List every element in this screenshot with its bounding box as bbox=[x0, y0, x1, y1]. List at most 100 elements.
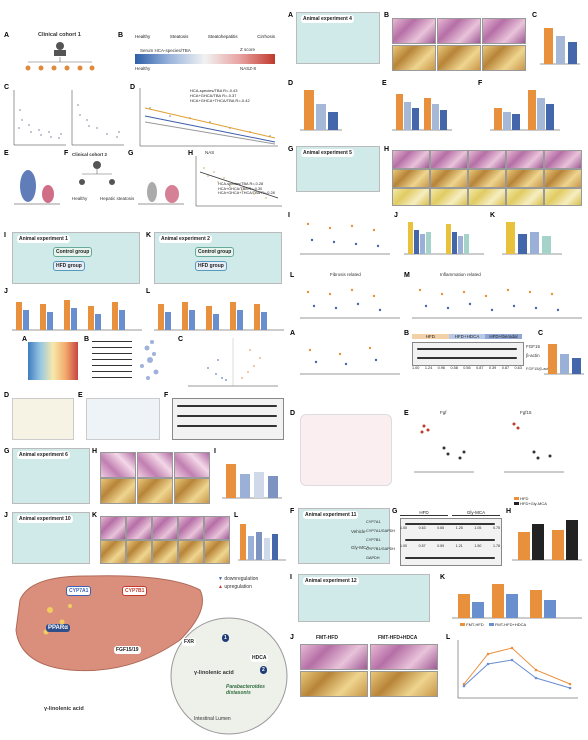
histo-grid-mh bbox=[100, 452, 210, 504]
bar-rd bbox=[300, 90, 342, 131]
cohort2-title: Clinical cohort 2 bbox=[72, 152, 108, 157]
histo-mh-3 bbox=[174, 452, 210, 478]
panel-label-mi2: I bbox=[214, 448, 216, 455]
blot-mf bbox=[172, 398, 284, 440]
histo-mh-4 bbox=[100, 478, 136, 504]
bar-rk2 bbox=[452, 584, 582, 619]
stage-steatosis: Steatosis bbox=[169, 34, 189, 39]
panel-label-rg: G bbox=[288, 146, 294, 153]
animal2-hfd: HFD group bbox=[195, 261, 227, 271]
wb2-q2-0: 1.00 bbox=[400, 544, 407, 548]
heatmap-ma bbox=[28, 342, 78, 380]
histo-mk2-7 bbox=[126, 540, 152, 564]
wb2-q2-3: 1.21 bbox=[455, 544, 463, 548]
animal1-title: Animal experiment 1 bbox=[17, 235, 70, 243]
animal2-title: Animal experiment 2 bbox=[159, 235, 212, 243]
panel-label-ma: A bbox=[22, 336, 28, 343]
panel-label-mk: K bbox=[146, 232, 152, 239]
legend-h: HCA-species/TBA R=-0.28 HCA+GHCA/TBA R=-… bbox=[218, 182, 275, 196]
panel-label-rc2: C bbox=[538, 330, 544, 337]
panel-label-mg: G bbox=[4, 448, 10, 455]
panel-label-rd: D bbox=[288, 80, 294, 87]
panel-label-re2: E bbox=[404, 410, 409, 417]
wb2-q2-4: 1.50 bbox=[474, 544, 482, 548]
legend-h-1: HCA+GHCA/TBA bbox=[218, 186, 248, 191]
legend-e: HFD HFD+Gly-MCA bbox=[514, 496, 547, 506]
legend-up-text: upregulation bbox=[224, 584, 252, 590]
panel-label-rk: K bbox=[490, 212, 496, 219]
animal12-group-1: FMT-HFD+HDCA bbox=[378, 635, 418, 641]
panel-label-rh: H bbox=[384, 146, 390, 153]
stage-steatohepatitis: Steatohepatitis bbox=[207, 34, 238, 39]
histo-grid-mk2 bbox=[100, 516, 230, 564]
dotplot-c1 bbox=[13, 90, 66, 146]
panel-label-mi: I bbox=[4, 232, 6, 239]
dotplot-ri bbox=[300, 222, 390, 255]
panel-label-mc: C bbox=[178, 336, 184, 343]
diagram-md bbox=[12, 398, 74, 440]
panel-label-rd2: D bbox=[290, 410, 296, 417]
wb2-blot bbox=[400, 518, 502, 566]
cohort2-steatosis: Hepatic steatosis bbox=[100, 196, 135, 201]
cohort1-title: Clinical cohort 1 bbox=[38, 32, 81, 38]
animal10-box: Animal experiment 10 bbox=[12, 512, 90, 564]
legend-d-0: HCA-species/TBA bbox=[190, 88, 223, 93]
histo-grid-rj2: FMT-HFD FMT-HFD+HDCA bbox=[300, 635, 440, 697]
histo-rh-14 bbox=[506, 188, 544, 206]
wb1-q1: 1.24 bbox=[424, 366, 433, 370]
wb1-col-2: HFD+Iberadar bbox=[485, 334, 523, 339]
panel-label-mb: B bbox=[84, 336, 90, 343]
animal2-box: Animal experiment 2 Control group HFD gr… bbox=[154, 232, 282, 284]
histo-rj2-1 bbox=[300, 644, 368, 670]
legend-down-text: downregulation bbox=[224, 576, 259, 582]
panel-label-ra2: A bbox=[290, 330, 296, 337]
intestine-diagram bbox=[300, 414, 392, 486]
wb2-q1-2: 0.65 bbox=[437, 526, 445, 530]
legend-up: ▲ upregulation bbox=[218, 584, 252, 590]
histo-rb-1 bbox=[392, 18, 436, 44]
violin-e bbox=[14, 170, 60, 205]
histo-rb-4 bbox=[392, 45, 436, 71]
animal12-box: Animal experiment 12 bbox=[298, 574, 430, 622]
legend-e-1: HFD+Gly-MCA bbox=[520, 501, 547, 506]
panel-label-mk2: K bbox=[92, 512, 98, 519]
wb2-headers: HFD Gly-MCA bbox=[400, 510, 500, 516]
scatter-d-xlabel: NAS bbox=[205, 150, 215, 155]
inflammation-title: Inflammation related bbox=[440, 272, 481, 277]
stage-healthy: Healthy bbox=[135, 34, 151, 39]
legend-h-r2: R=-0.28 bbox=[261, 191, 275, 195]
panel-label-rk2: K bbox=[440, 574, 446, 581]
panel-label-a: A bbox=[4, 32, 10, 39]
panel-label-d: D bbox=[130, 84, 136, 91]
histo-mk2-1 bbox=[100, 516, 126, 540]
wb2-row-0: CYP7A1 bbox=[366, 520, 381, 524]
panel-label-mj: J bbox=[4, 288, 8, 295]
volcano-mc bbox=[188, 338, 278, 387]
animal2-control: Control group bbox=[195, 247, 235, 257]
histo-rh-10 bbox=[544, 169, 582, 188]
panel-label-mj2: J bbox=[4, 512, 8, 519]
animal12-title: Animal experiment 12 bbox=[303, 577, 359, 585]
dotplot-rl bbox=[300, 288, 400, 319]
wb2-q1-3: 1.25 bbox=[455, 526, 463, 530]
wb2-q2-2: 0.59 bbox=[437, 544, 445, 548]
histo-mk2-5 bbox=[204, 516, 230, 540]
histo-mh-5 bbox=[137, 478, 173, 504]
fgf-b-label: Fgf15 bbox=[520, 410, 532, 415]
bar-rc bbox=[540, 28, 580, 65]
panel-label-ml2: L bbox=[234, 512, 239, 519]
legend-d-r1: R=-0.37 bbox=[222, 93, 237, 98]
histo-rh-11 bbox=[392, 188, 430, 206]
legend-e-0: HFD bbox=[520, 496, 529, 501]
wb2-row-3: CYP7B1/GAPDH bbox=[366, 547, 396, 551]
cohort-diagram bbox=[25, 42, 95, 71]
bar-rc2 bbox=[544, 344, 584, 375]
lumen-label: Intestinal Lumen bbox=[194, 716, 231, 722]
wb1-q4: 0.56 bbox=[463, 366, 471, 370]
panel-label-rm: M bbox=[404, 272, 410, 279]
legend-h-r1: R=-0.30 bbox=[248, 186, 263, 191]
wb2-row-2: CYP7B1 bbox=[366, 538, 381, 542]
serum-gradient-bar bbox=[135, 54, 275, 64]
panel-label-mf: F bbox=[164, 392, 169, 399]
histo-rj2-2 bbox=[370, 644, 438, 670]
